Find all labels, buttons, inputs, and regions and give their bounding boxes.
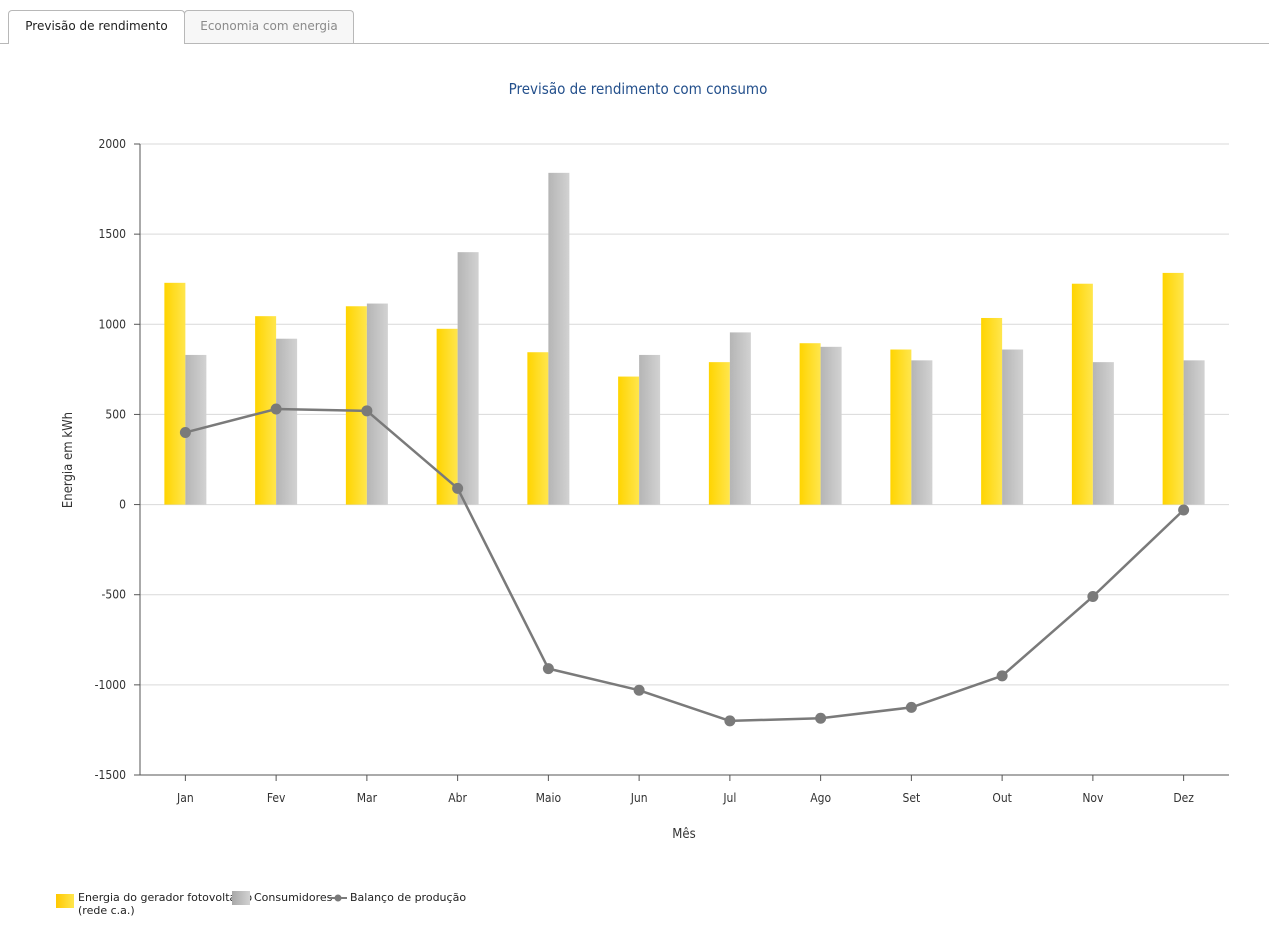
y-tick-label: 500 [105,407,126,421]
bar-pv[interactable] [1071,283,1093,505]
bar-pv[interactable] [527,352,549,505]
tab-yield-forecast[interactable]: Previsão de rendimento [8,10,185,44]
bars [164,172,1205,505]
x-tick-label: Jan [176,791,194,805]
balance-line [179,403,1190,727]
bar-pv[interactable] [436,328,458,505]
legend-label-pv-line2: (rede c.a.) [78,904,135,917]
tab-energy-savings[interactable]: Economia com energia [184,10,354,43]
balance-point[interactable] [179,426,191,438]
y-tick-label: 1500 [99,227,127,241]
chart-title: Previsão de rendimento com consumo [509,80,768,98]
grid-lines [140,143,1229,686]
x-tick-label: Fev [267,791,286,805]
y-tick-label: -500 [102,588,127,602]
balance-point[interactable] [1087,591,1099,603]
bar-consumers[interactable] [276,338,298,505]
bar-pv[interactable] [618,376,640,505]
legend-swatch-consumers [232,891,250,905]
x-tick-label: Jun [630,791,648,805]
bar-consumers[interactable] [457,252,479,505]
legend-label-balance: Balanço de produção [350,891,467,904]
legend-label-pv-line1: Energia do gerador fotovoltaico [78,891,253,904]
balance-series-line [185,407,1185,723]
x-tick-label: Abr [448,791,467,805]
balance-point[interactable] [542,663,554,675]
legend-label-consumers: Consumidores [254,891,333,904]
x-tick-label: Ago [810,791,831,805]
bar-pv[interactable] [164,282,186,505]
bar-pv[interactable] [345,306,367,505]
x-tick-label: Nov [1082,791,1104,805]
bar-pv[interactable] [890,349,912,505]
bar-pv[interactable] [799,343,821,505]
balance-point[interactable] [905,701,917,713]
balance-point[interactable] [633,684,645,696]
bar-pv[interactable] [255,316,277,505]
y-axis-label: Energia em kWh [61,412,76,508]
balance-point[interactable] [996,670,1008,682]
balance-point[interactable] [724,715,736,727]
y-tick-label: -1500 [95,768,126,782]
bar-consumers[interactable] [1092,362,1114,505]
balance-point[interactable] [452,482,464,494]
legend-swatch-pv [56,894,74,908]
x-axis-label: Mês [672,827,695,842]
bar-consumers[interactable] [820,346,842,505]
chart: 2000 1500 1000 500 0 -500 -1000 -1500 Jan Fev Mar A… [61,80,1229,842]
bar-consumers[interactable] [1183,360,1205,505]
x-tick-label: Dez [1173,791,1194,805]
x-tick-label: Set [903,791,921,805]
y-tick-label: -1000 [95,678,126,692]
tab-bar-divider [0,43,1269,44]
legend-label-pv: Energia do gerador fotovoltaico (rede c.… [78,891,252,917]
x-tick-label: Out [992,791,1012,805]
bar-pv[interactable] [1162,272,1184,505]
y-tick-label: 0 [119,498,126,512]
y-tick-label: 1000 [99,317,127,331]
bar-consumers[interactable] [548,172,570,505]
balance-point[interactable] [270,403,282,415]
bar-consumers[interactable] [639,354,661,505]
x-tick-label: Mar [357,791,378,805]
bar-pv[interactable] [708,362,730,505]
balance-point[interactable] [1178,504,1190,516]
bar-consumers[interactable] [1002,349,1024,505]
axes: 2000 1500 1000 500 0 -500 -1000 -1500 Jan Fev Mar A… [95,137,1229,805]
tab-bar: Previsão de rendimento Economia com ener… [0,0,1269,44]
legend-swatch-balance [329,894,347,902]
balance-point[interactable] [815,712,827,724]
bar-pv[interactable] [981,317,1003,505]
x-tick-label: Maio [536,791,562,805]
bar-consumers[interactable] [729,332,751,505]
bar-consumers[interactable] [366,303,388,505]
x-tick-label: Jul [722,791,736,805]
bar-consumers[interactable] [911,360,933,505]
balance-point[interactable] [361,405,373,417]
y-tick-label: 2000 [99,137,127,151]
